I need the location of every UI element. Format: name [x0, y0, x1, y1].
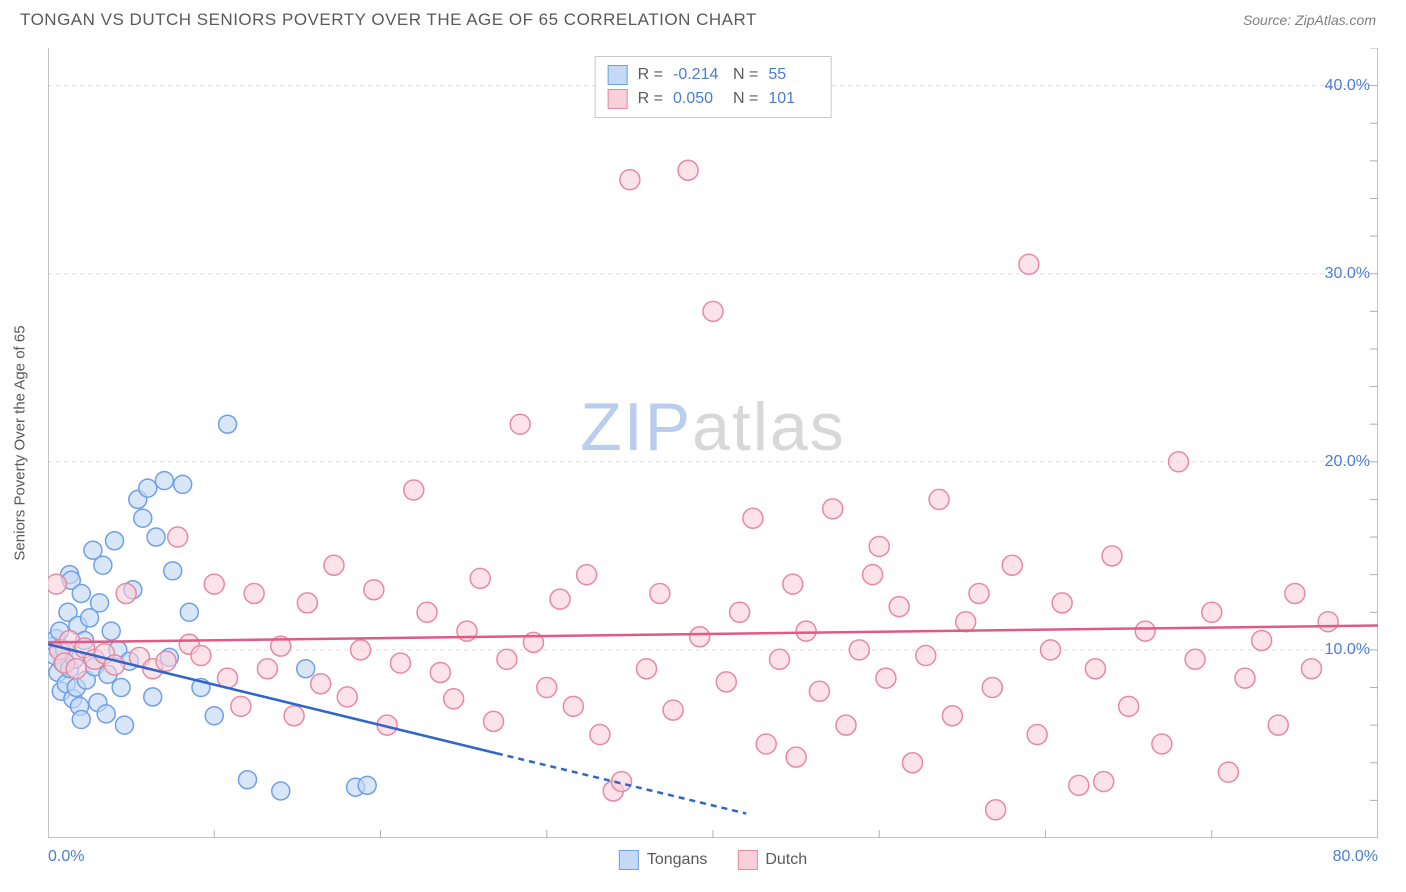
stat-n-label: N =: [733, 90, 758, 108]
stat-r-label: R =: [638, 66, 663, 84]
y-tick-label: 20.0%: [1325, 453, 1370, 471]
legend-swatch: [608, 89, 628, 109]
legend-swatch: [619, 850, 639, 870]
legend-item: Dutch: [737, 850, 807, 870]
y-tick-label: 10.0%: [1325, 641, 1370, 659]
x-tick-label: 80.0%: [1333, 848, 1378, 866]
legend-item: Tongans: [619, 850, 708, 870]
chart-title: TONGAN VS DUTCH SENIORS POVERTY OVER THE…: [20, 10, 757, 30]
source-label: Source: ZipAtlas.com: [1243, 12, 1376, 28]
stats-row: R = 0.050 N = 101: [608, 87, 819, 111]
stat-n-value: 101: [768, 90, 818, 108]
scatter-plot: [48, 48, 1378, 838]
stat-r-value: 0.050: [673, 90, 723, 108]
chart-area: Seniors Poverty Over the Age of 65 R =-0…: [48, 48, 1378, 838]
x-tick-label: 0.0%: [48, 848, 84, 866]
stat-n-value: 55: [768, 66, 818, 84]
series-dutch: [48, 160, 1338, 820]
stat-n-label: N =: [733, 66, 758, 84]
y-axis-label: Seniors Poverty Over the Age of 65: [12, 325, 29, 560]
stat-r-label: R =: [638, 90, 663, 108]
legend-swatch: [737, 850, 757, 870]
series-legend: Tongans Dutch: [619, 850, 807, 870]
y-tick-label: 30.0%: [1325, 265, 1370, 283]
trend-line: [48, 625, 1378, 642]
legend-label: Tongans: [647, 851, 708, 869]
stats-legend-box: R = -0.214 N = 55 R = 0.050 N = 101: [595, 56, 832, 118]
legend-label: Dutch: [765, 851, 807, 869]
series-tongans: [48, 415, 376, 800]
stats-row: R = -0.214 N = 55: [608, 63, 819, 87]
stat-r-value: -0.214: [673, 66, 723, 84]
legend-swatch: [608, 65, 628, 85]
y-tick-label: 40.0%: [1325, 77, 1370, 95]
